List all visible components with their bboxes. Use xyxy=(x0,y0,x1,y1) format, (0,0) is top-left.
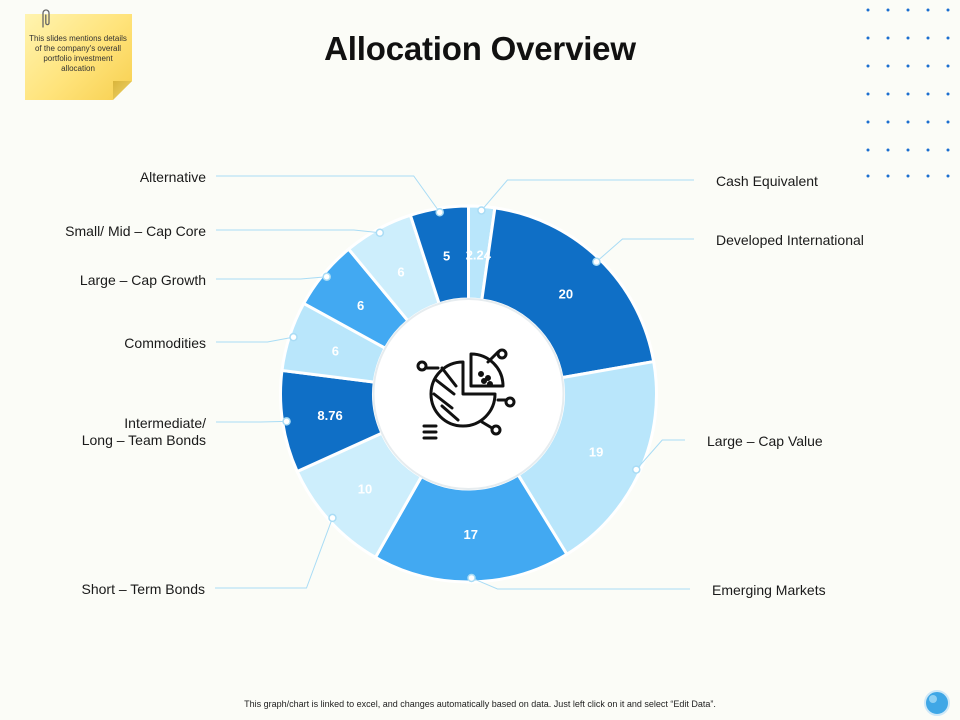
leader-line xyxy=(481,179,694,211)
leader-dot xyxy=(592,257,601,267)
slice-value-label: 19 xyxy=(589,445,603,460)
footer-note: This graph/chart is linked to excel, and… xyxy=(244,699,716,709)
leader-line xyxy=(635,439,685,470)
leader-line xyxy=(216,420,287,423)
slice-value-label: 6 xyxy=(397,264,404,279)
leader-line xyxy=(596,238,694,263)
slice-value-label: 17 xyxy=(464,527,478,542)
category-label: Large – Cap Growth xyxy=(80,272,206,288)
category-label: Large – Cap Value xyxy=(707,433,823,449)
category-label: Emerging Markets xyxy=(712,582,826,598)
leader-dot xyxy=(322,272,331,281)
leader-dot xyxy=(282,417,291,426)
leader-dot xyxy=(328,513,337,523)
page-title: Allocation Overview xyxy=(324,30,636,67)
leader-dot xyxy=(467,573,476,583)
leader-line xyxy=(216,276,327,280)
leader-line xyxy=(471,577,690,590)
category-label: Cash Equivalent xyxy=(716,173,818,189)
sticky-note-text: This slides mentions details of the comp… xyxy=(29,34,127,73)
leader-dot xyxy=(435,208,444,217)
category-label: Commodities xyxy=(124,335,206,351)
category-label: Short – Term Bonds xyxy=(82,581,205,597)
leader-line xyxy=(216,229,380,234)
slice-value-label: 10 xyxy=(358,481,372,496)
category-label: Developed International xyxy=(716,232,864,248)
pie-chart-network-icon xyxy=(416,348,516,440)
category-label: Intermediate/Long – Team Bonds xyxy=(82,415,206,448)
help-bubble-icon[interactable] xyxy=(922,688,952,718)
leader-dot xyxy=(375,228,385,238)
slice-value-label: 5 xyxy=(443,249,450,264)
category-label: Small/ Mid – Cap Core xyxy=(65,223,206,239)
category-label: Alternative xyxy=(140,169,206,185)
leader-dot xyxy=(631,465,641,474)
decorative-dot-grid xyxy=(866,8,950,178)
leader-dot xyxy=(289,332,298,342)
slice-value-label: 20 xyxy=(559,286,573,301)
slice-value-label: 2.24 xyxy=(466,247,492,262)
paperclip-icon xyxy=(42,9,50,28)
slice-value-label: 6 xyxy=(332,344,339,359)
leader-line xyxy=(216,336,294,343)
leader-dot xyxy=(477,206,486,215)
slice-value-label: 8.76 xyxy=(317,408,342,423)
leader-line xyxy=(215,517,333,589)
slice-value-label: 6 xyxy=(357,298,364,313)
leader-line xyxy=(216,175,441,213)
